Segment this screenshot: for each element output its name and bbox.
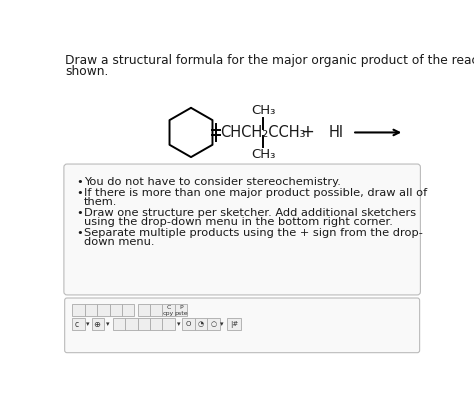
Text: HI: HI	[329, 125, 344, 140]
Text: ◔: ◔	[198, 321, 204, 327]
Text: •: •	[76, 177, 83, 187]
Text: ○: ○	[210, 321, 217, 327]
FancyBboxPatch shape	[162, 304, 175, 316]
FancyBboxPatch shape	[64, 298, 419, 353]
Text: +: +	[301, 123, 314, 141]
FancyBboxPatch shape	[137, 304, 150, 316]
FancyBboxPatch shape	[113, 318, 125, 330]
Text: them.: them.	[84, 197, 118, 207]
FancyBboxPatch shape	[182, 318, 195, 330]
Text: •: •	[76, 208, 83, 219]
FancyBboxPatch shape	[122, 304, 135, 316]
FancyBboxPatch shape	[175, 304, 187, 316]
Text: Draw a structural formula for the major organic product of the reaction: Draw a structural formula for the major …	[65, 54, 474, 67]
Text: CHCH₂CCH₃: CHCH₂CCH₃	[220, 125, 306, 140]
Text: C
cpy: C cpy	[163, 305, 174, 316]
Text: ▾: ▾	[177, 321, 181, 327]
Text: ▾: ▾	[220, 321, 224, 327]
FancyBboxPatch shape	[162, 318, 175, 330]
Text: shown.: shown.	[65, 65, 109, 78]
FancyBboxPatch shape	[73, 318, 85, 330]
Text: |#: |#	[230, 321, 238, 328]
Text: CH₃: CH₃	[251, 104, 275, 117]
Text: ▾: ▾	[86, 321, 90, 327]
Text: •: •	[76, 188, 83, 198]
Text: Separate multiple products using the + sign from the drop-: Separate multiple products using the + s…	[84, 228, 423, 238]
FancyBboxPatch shape	[109, 304, 122, 316]
Text: ▾: ▾	[106, 321, 109, 327]
FancyBboxPatch shape	[85, 304, 97, 316]
FancyBboxPatch shape	[97, 304, 109, 316]
Text: Draw one structure per sketcher. Add additional sketchers: Draw one structure per sketcher. Add add…	[84, 208, 416, 219]
Text: •: •	[76, 228, 83, 238]
FancyBboxPatch shape	[73, 304, 85, 316]
FancyBboxPatch shape	[150, 318, 162, 330]
FancyBboxPatch shape	[92, 318, 104, 330]
Text: ⊕: ⊕	[93, 320, 100, 329]
Text: using the drop-down menu in the bottom right corner.: using the drop-down menu in the bottom r…	[84, 217, 393, 227]
FancyBboxPatch shape	[64, 164, 420, 295]
Text: P
pste: P pste	[174, 305, 188, 316]
FancyBboxPatch shape	[207, 318, 219, 330]
Text: c: c	[75, 320, 79, 329]
FancyBboxPatch shape	[195, 318, 207, 330]
Text: If there is more than one major product possible, draw all of: If there is more than one major product …	[84, 188, 427, 198]
FancyBboxPatch shape	[137, 318, 150, 330]
FancyBboxPatch shape	[125, 318, 137, 330]
Text: down menu.: down menu.	[84, 237, 155, 247]
FancyBboxPatch shape	[228, 318, 241, 330]
FancyBboxPatch shape	[150, 304, 162, 316]
Text: You do not have to consider stereochemistry.: You do not have to consider stereochemis…	[84, 177, 341, 187]
Text: CH₃: CH₃	[251, 148, 275, 160]
Text: O: O	[186, 321, 191, 327]
